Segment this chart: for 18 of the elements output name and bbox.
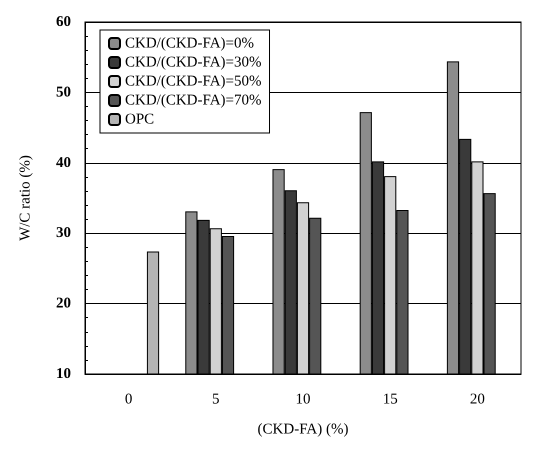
legend-label: CKD/(CKD-FA)=70%	[125, 92, 262, 108]
y-tick-label: 30	[56, 225, 71, 242]
y-tick-label: 10	[56, 366, 71, 382]
y-tick-label: 50	[56, 84, 71, 100]
x-tick-label: 20	[470, 392, 485, 408]
legend-label: OPC	[125, 112, 154, 128]
legend-label: CKD/(CKD-FA)=0%	[125, 36, 254, 52]
y-tick-label: 60	[56, 14, 71, 30]
x-tick-label: 10	[296, 392, 310, 408]
x-axis-title: (CKD-FA) (%)	[258, 422, 348, 438]
legend-label: CKD/(CKD-FA)=30%	[125, 54, 262, 70]
y-tick-label: 40	[56, 154, 71, 171]
legend-label: CKD/(CKD-FA)=50%	[125, 74, 262, 90]
y-axis-title: W/C ratio (%)	[18, 155, 34, 241]
x-tick-label: 15	[382, 392, 398, 408]
y-tick-label: 20	[56, 296, 71, 312]
x-tick-label: 0	[124, 392, 132, 408]
x-tick-label: 5	[212, 392, 220, 408]
